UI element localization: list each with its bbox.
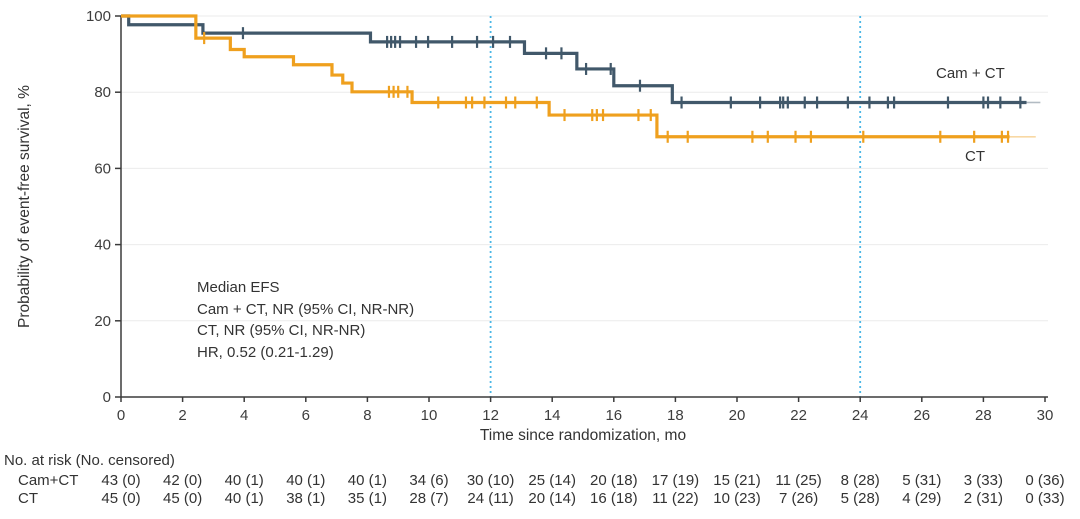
risk-cell-camct-m26: 5 (31) (902, 472, 942, 489)
risk-cell-camct-m24: 8 (28) (840, 472, 880, 489)
series-label-ct: CT (965, 148, 985, 165)
risk-cell-camct-m2: 42 (0) (163, 472, 203, 489)
km-curve-camct (121, 14, 1027, 105)
risk-cell-camct-m20: 15 (21) (713, 472, 761, 489)
x-tick-label-14: 14 (544, 407, 561, 424)
x-axis-title: Time since randomization, mo (479, 427, 687, 444)
x-tick-label-18: 18 (667, 407, 684, 424)
risk-table-header: No. at risk (No. censored) (4, 452, 175, 469)
risk-row-label-ct: CT (18, 490, 38, 507)
risk-cell-camct-m4: 40 (1) (224, 472, 264, 489)
risk-cell-ct-m6: 38 (1) (286, 490, 326, 507)
risk-cell-ct-m22: 7 (26) (779, 490, 819, 507)
risk-cell-ct-m10: 28 (7) (409, 490, 449, 507)
annotation-line-ct: CT, NR (95% CI, NR-NR) (197, 322, 366, 340)
x-tick-label-12: 12 (482, 407, 499, 424)
y-tick-label-0: 0 (103, 389, 111, 406)
median-efs-annotation: Median EFS Cam + CT, NR (95% CI, NR-NR) … (197, 277, 414, 363)
x-tick-label-2: 2 (178, 407, 186, 424)
risk-cell-camct-m18: 17 (19) (651, 472, 700, 489)
annotation-line-hr: HR, 0.52 (0.21-1.29) (197, 343, 334, 361)
risk-cell-ct-m26: 4 (29) (902, 490, 942, 507)
risk-cell-camct-m0: 43 (0) (101, 472, 141, 489)
y-tick-label-80: 80 (94, 84, 111, 101)
risk-cell-camct-m12: 30 (10) (466, 472, 515, 489)
risk-cell-ct-m14: 20 (14) (528, 490, 576, 507)
risk-cell-camct-m10: 34 (6) (409, 472, 449, 489)
y-tick-label-100: 100 (86, 8, 111, 25)
risk-cell-ct-m4: 40 (1) (224, 490, 264, 507)
x-tick-label-8: 8 (363, 407, 371, 424)
annotation-line-median: Median EFS (197, 279, 280, 296)
risk-cell-ct-m8: 35 (1) (347, 490, 387, 507)
km-curve-ct (121, 14, 1010, 139)
annotation-line-camct: Cam + CT, NR (95% CI, NR-NR) (197, 300, 415, 318)
y-tick-label-60: 60 (94, 160, 111, 177)
series-label-camct: Cam + CT (936, 65, 1005, 82)
x-tick-label-24: 24 (852, 407, 869, 424)
x-tick-label-10: 10 (421, 407, 438, 424)
y-tick-label-20: 20 (94, 313, 111, 330)
risk-cell-ct-m30: 0 (33) (1025, 490, 1065, 507)
risk-cell-camct-m8: 40 (1) (347, 472, 387, 489)
risk-cell-ct-m0: 45 (0) (101, 490, 141, 507)
risk-cell-camct-m14: 25 (14) (528, 472, 576, 489)
x-tick-label-6: 6 (302, 407, 310, 424)
risk-cell-camct-m16: 20 (18) (590, 472, 638, 489)
y-axis-title: Probability of event-free survival, % (16, 85, 33, 328)
risk-cell-ct-m20: 10 (23) (713, 490, 761, 507)
risk-cell-ct-m28: 2 (31) (963, 490, 1003, 507)
risk-cell-ct-m2: 45 (0) (163, 490, 203, 507)
risk-cell-ct-m24: 5 (28) (840, 490, 880, 507)
risk-cell-ct-m16: 16 (18) (590, 490, 638, 507)
x-tick-label-0: 0 (117, 407, 125, 424)
x-tick-label-4: 4 (240, 407, 248, 424)
y-tick-label-40: 40 (94, 237, 111, 254)
x-tick-label-22: 22 (790, 407, 807, 424)
x-tick-label-16: 16 (605, 407, 622, 424)
risk-cell-camct-m28: 3 (33) (963, 472, 1003, 489)
risk-cell-ct-m12: 24 (11) (467, 490, 514, 507)
risk-cell-camct-m30: 0 (36) (1025, 472, 1065, 489)
x-tick-label-28: 28 (975, 407, 992, 424)
risk-cell-camct-m22: 11 (25) (775, 472, 822, 489)
x-tick-label-20: 20 (729, 407, 746, 424)
x-tick-label-30: 30 (1037, 407, 1054, 424)
risk-cell-ct-m18: 11 (22) (652, 490, 699, 507)
risk-row-label-camct: Cam+CT (18, 472, 79, 489)
risk-cell-camct-m6: 40 (1) (286, 472, 326, 489)
x-tick-label-26: 26 (913, 407, 930, 424)
